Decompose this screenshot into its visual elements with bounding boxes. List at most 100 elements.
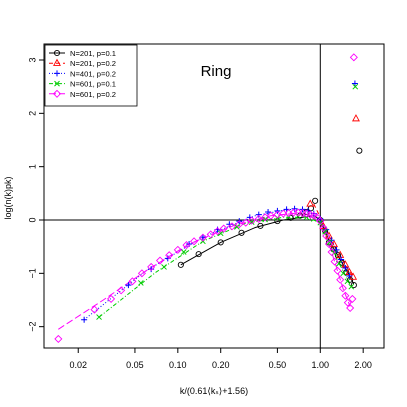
data-point-series-5 [165,251,174,260]
x-tick-label: 2.00 [354,360,372,370]
data-point-series-3 [265,209,272,215]
data-point-series-5 [147,262,156,271]
data-point-series-1 [217,239,224,246]
data-point-series-5 [348,294,357,303]
data-point-series-5 [330,257,339,266]
data-point-series-4 [248,219,255,225]
data-point-series-5 [128,277,137,286]
data-point-series-3 [310,210,317,217]
data-point-series-5 [219,224,228,233]
data-point-series-5 [336,275,345,284]
data-point-series-5 [241,218,250,227]
data-point-series-3 [346,273,353,279]
y-tick-label: 3 [27,57,37,62]
legend-label-series-2: N=201, p=0.2 [70,59,116,68]
data-point-series-5 [254,214,263,223]
data-point-series-5 [343,298,352,307]
data-point-series-2 [324,231,333,239]
data-point-series-2 [352,114,360,122]
x-tick-label: 0.02 [69,360,87,370]
data-point-series-5 [90,305,99,314]
x-tick-label: 0.20 [212,360,230,370]
data-point-series-5 [341,291,350,300]
data-point-series-5 [333,266,342,275]
legend-marker-series-5 [52,89,62,98]
data-markers [54,53,363,343]
data-point-series-5 [227,222,237,231]
legend-label-series-1: N=201, p=0.1 [70,49,116,58]
y-tick-label: 0 [27,217,37,222]
data-point-series-4 [137,280,144,286]
legend-label-series-5: N=601, p=0.2 [70,90,116,99]
data-point-series-4 [348,283,355,290]
legend-marker-series-2 [53,58,61,66]
data-point-series-5 [235,220,244,229]
data-point-series-5 [54,334,63,343]
y-tick-label: −1 [27,268,37,278]
data-point-series-4 [180,249,187,255]
data-point-series-4 [217,230,224,237]
x-tick-label: 0.50 [269,360,287,370]
y-tick-label: −2 [27,322,37,332]
data-point-series-1 [347,276,354,283]
data-point-series-5 [107,294,116,303]
data-point-series-5 [322,231,331,241]
data-point-series-5 [324,239,333,249]
data-point-series-5 [155,256,165,265]
legend-label-series-3: N=401, p=0.2 [70,69,116,78]
data-point-series-5 [190,237,199,246]
data-point-series-4 [96,314,102,320]
legend-box [44,44,138,107]
data-point-series-3 [199,234,206,241]
plot-frame [43,43,385,349]
data-point-series-3 [255,211,262,218]
fit-line-series-5 [58,212,351,330]
data-point-series-4 [262,216,268,223]
data-point-series-4 [161,264,167,270]
axes: 0.02 0.05 0.10 0.20 0.50 1.00 2.00 −2 −1 0 1 2 3 [27,43,385,370]
data-point-series-5 [213,227,222,236]
data-point-series-1 [350,282,357,289]
data-point-series-2 [336,250,345,258]
data-point-series-5 [198,233,207,242]
y-tick-label: 2 [27,111,37,116]
data-point-series-3 [125,282,132,289]
x-axis-label: k/(0.61⟨kₛ⟩+1.56) [180,386,248,396]
y-tick-label: 1 [27,164,37,169]
data-point-series-5 [173,245,182,254]
data-point-series-5 [137,269,146,278]
data-point-series-1 [356,147,363,154]
data-point-series-5 [266,211,275,220]
legend-marker-series-1 [53,49,61,57]
legend-marker-series-3 [54,70,60,77]
data-point-series-3 [351,80,358,87]
data-point-series-3 [342,265,349,271]
data-point-series-5 [182,241,191,250]
chart-title: Ring [201,63,232,80]
data-point-series-1 [312,197,319,204]
data-point-series-3 [81,316,88,323]
data-point-series-4 [234,224,240,230]
x-tick-label: 0.05 [126,360,144,370]
data-point-series-1 [195,251,202,258]
data-point-series-4 [317,219,324,226]
data-point-series-5 [346,303,355,313]
reference-lines [44,44,384,348]
data-point-series-4 [340,270,347,277]
data-point-series-4 [344,278,351,285]
data-point-series-5 [206,230,215,239]
data-point-series-5 [338,284,347,293]
data-point-series-5 [319,223,328,233]
data-point-series-2 [306,199,315,207]
data-point-series-1 [177,261,184,268]
data-point-series-5 [117,286,126,295]
data-point-series-5 [316,217,325,226]
data-point-series-3 [148,266,155,273]
data-point-series-4 [326,239,333,246]
data-point-series-5 [327,247,336,257]
legend-marker-series-4 [54,80,60,87]
x-tick-label: 1.00 [312,360,330,370]
data-point-series-4 [352,83,359,90]
x-tick-label: 0.10 [169,360,187,370]
